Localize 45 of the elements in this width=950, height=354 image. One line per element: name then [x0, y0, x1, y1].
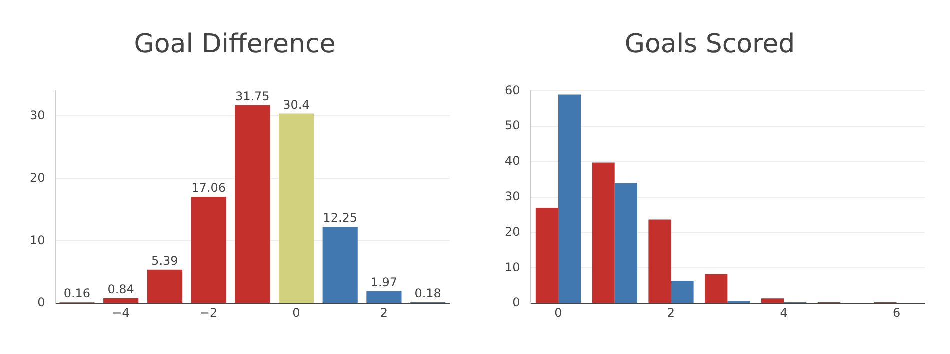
data-label: 31.75 [235, 89, 270, 104]
x-tick-label: 0 [554, 306, 562, 320]
x-tick-label: 4 [780, 306, 788, 320]
data-label: 0.84 [108, 282, 134, 296]
bar [191, 197, 226, 304]
bar [761, 298, 784, 304]
bar [648, 220, 672, 304]
x-tick-label: 2 [667, 306, 676, 320]
data-label: 17.06 [192, 181, 226, 196]
bar [705, 274, 728, 304]
y-tick-label: 40 [504, 154, 520, 168]
chart-title: Goal Difference [134, 29, 336, 60]
bar [592, 162, 615, 304]
x-tick-label: 2 [380, 306, 388, 320]
bar [104, 298, 139, 304]
bar [235, 105, 270, 304]
y-tick-label: 20 [504, 224, 520, 239]
data-label: 1.97 [370, 275, 398, 290]
x-tick-label: −2 [200, 306, 218, 320]
bar [536, 208, 558, 304]
y-tick-label: 30 [30, 108, 46, 122]
y-tick-label: 0 [38, 296, 46, 310]
y-tick-label: 0 [512, 296, 520, 310]
x-tick-label: 6 [892, 306, 901, 320]
chart-title: Goals Scored [624, 29, 796, 60]
bar [558, 94, 582, 304]
data-label: 30.4 [283, 98, 310, 112]
x-tick-label: −4 [112, 306, 130, 320]
x-tick-label: 0 [292, 306, 300, 320]
y-tick-label: 10 [504, 260, 520, 274]
data-label: 5.39 [152, 254, 178, 268]
y-tick-label: 50 [504, 118, 520, 133]
bar [322, 227, 358, 304]
y-tick-label: 30 [504, 190, 520, 204]
bar [278, 114, 314, 304]
bar [614, 183, 638, 304]
y-tick-label: 20 [30, 170, 46, 185]
data-label: 0.18 [414, 286, 442, 301]
bar [366, 291, 402, 304]
data-label: 12.25 [323, 211, 358, 226]
y-tick-label: 60 [504, 83, 520, 98]
y-tick-label: 10 [30, 233, 46, 248]
bar [147, 270, 182, 304]
data-label: 0.16 [64, 286, 91, 301]
bar [671, 280, 694, 304]
